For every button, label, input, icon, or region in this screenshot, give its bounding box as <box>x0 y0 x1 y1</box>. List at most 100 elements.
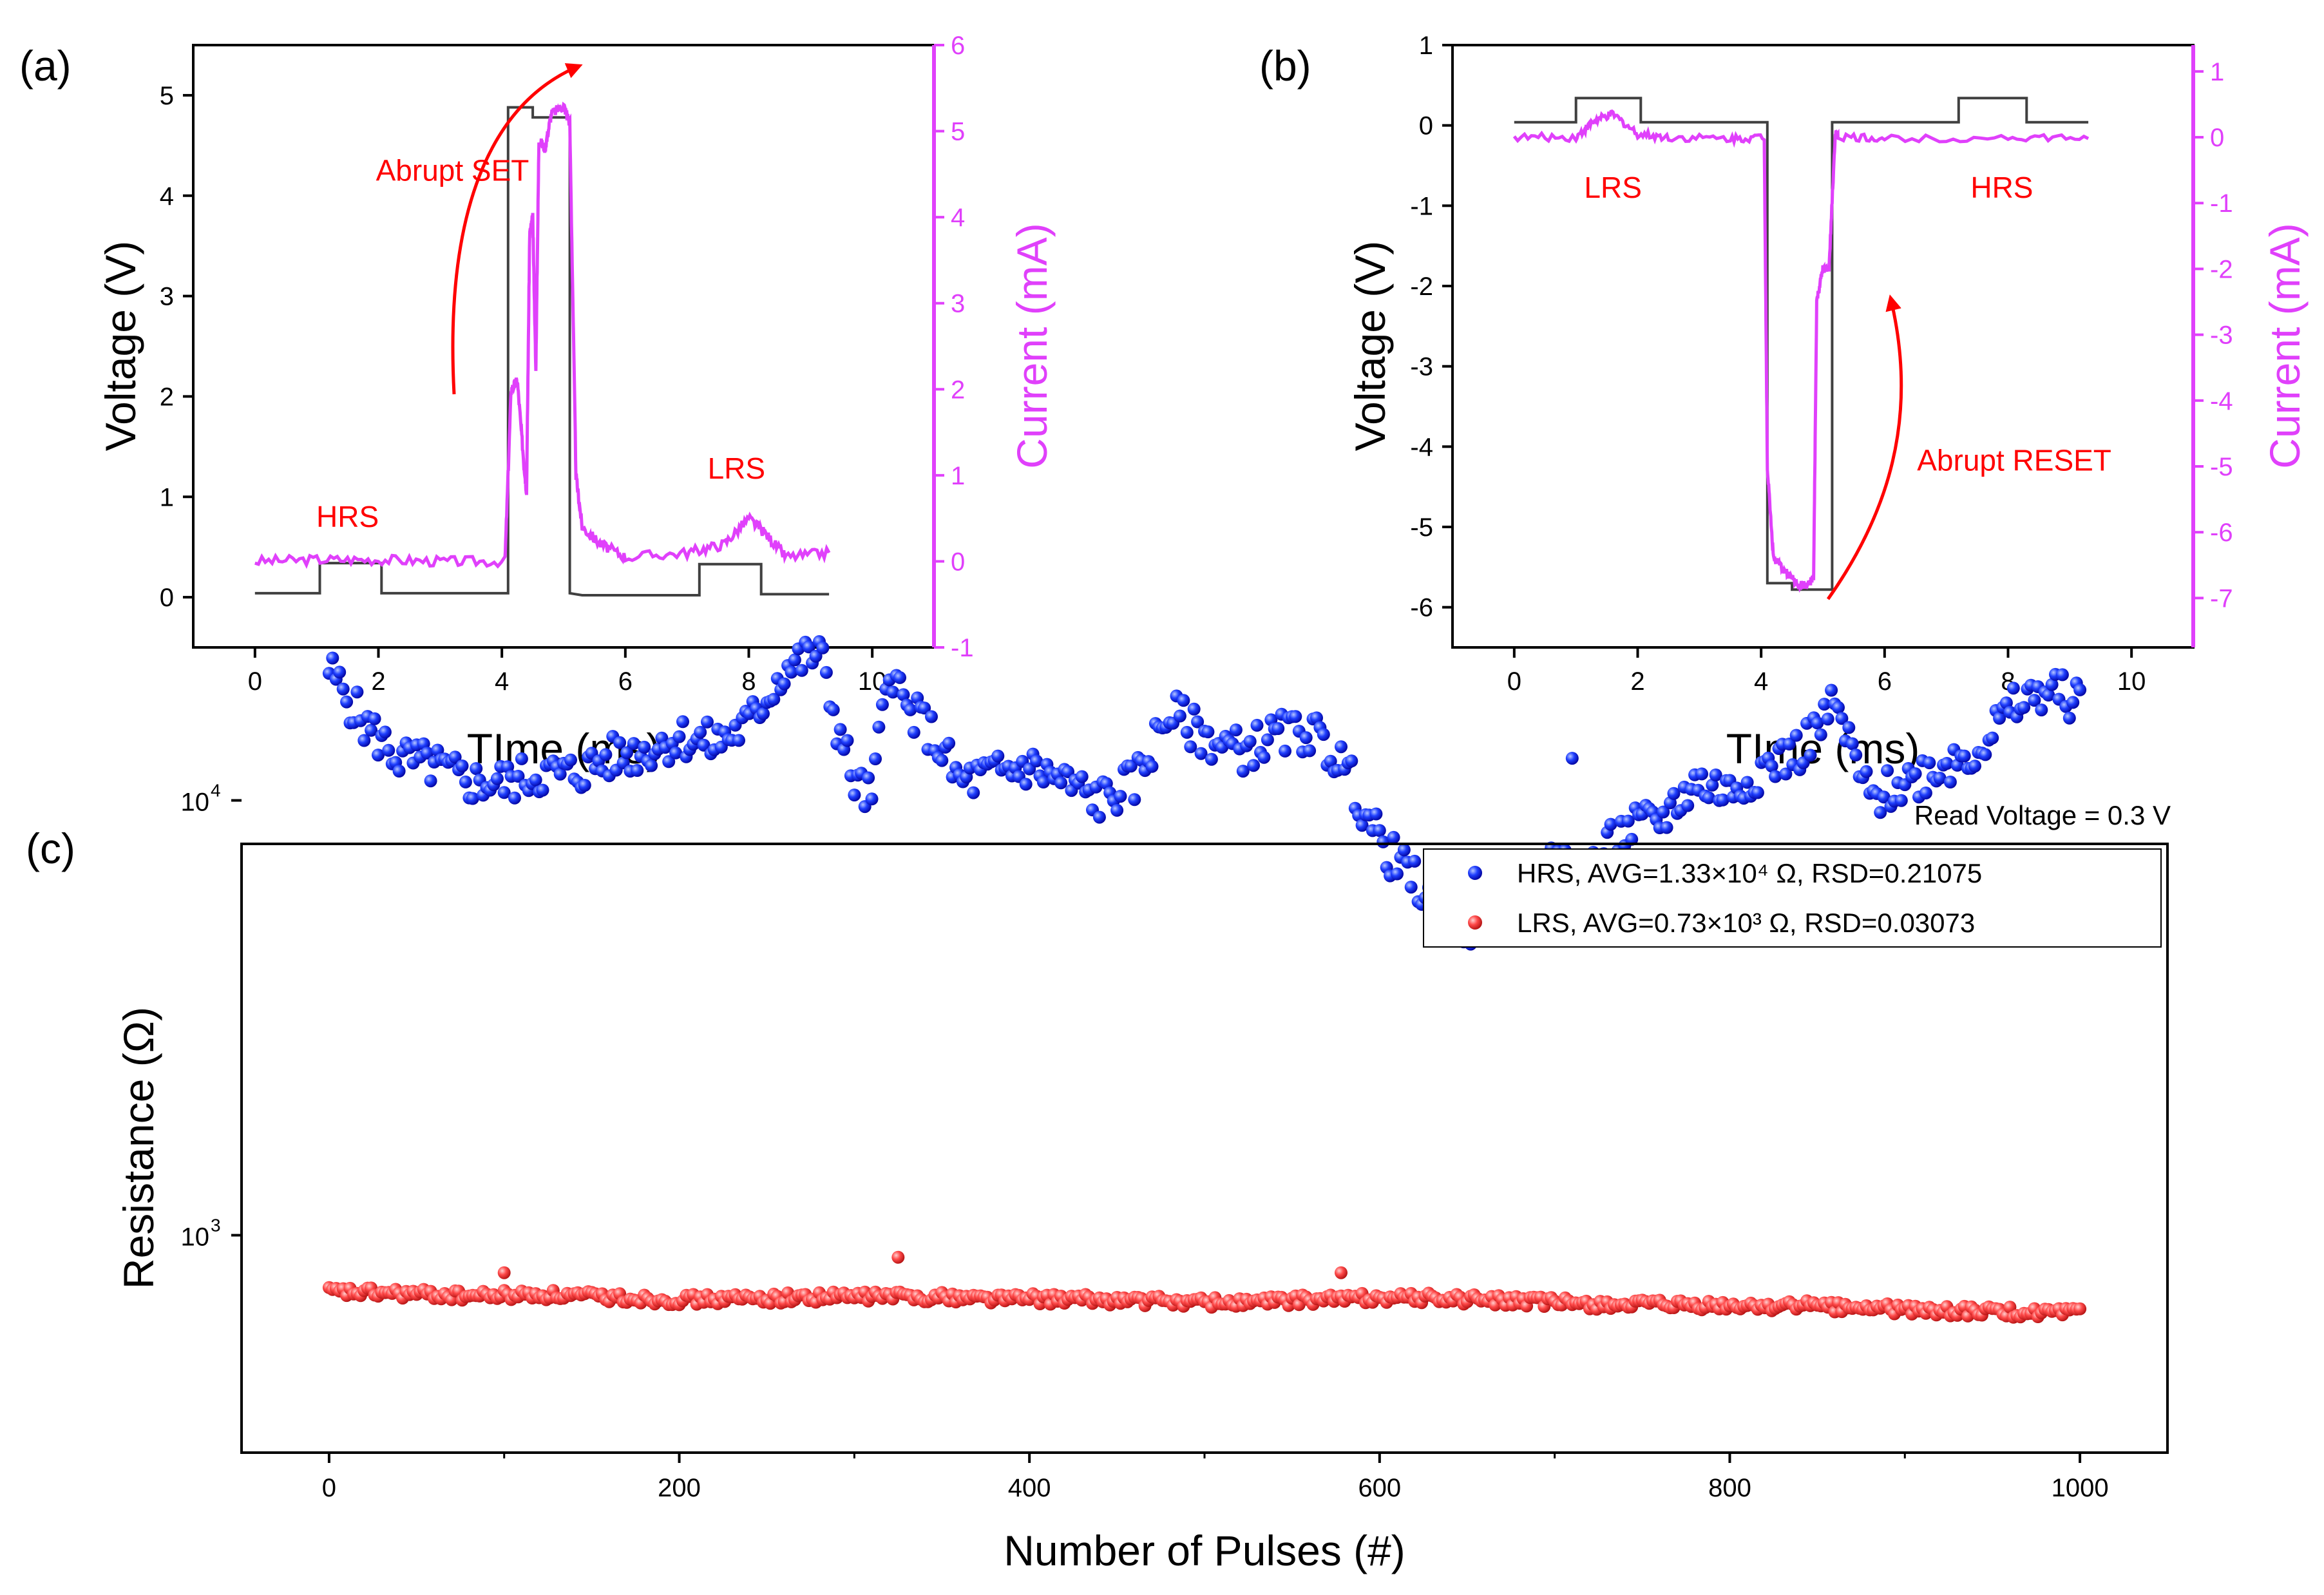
scatter-point <box>336 682 350 696</box>
scatter-point <box>1404 881 1418 894</box>
scatter-point <box>1706 778 1719 792</box>
y-tick-label: 2 <box>160 383 174 411</box>
x-tick-label: 10 <box>2117 667 2146 696</box>
scatter-point <box>1247 759 1261 772</box>
panel-label-c: (c) <box>26 825 75 872</box>
scatter-point <box>1740 776 1754 789</box>
panel-b-y-ticks: 1 0 -1 -2 -3 -4 -5 -6 <box>1410 32 1452 622</box>
scatter-point <box>1832 701 1845 714</box>
scatter-point <box>662 755 676 769</box>
scatter-point <box>1709 769 1722 781</box>
scatter-point <box>1625 832 1639 846</box>
x-tick-label: 6 <box>618 667 633 696</box>
y-tick-label: 0 <box>160 584 174 612</box>
scatter-point <box>1257 750 1271 764</box>
scatter-point <box>1621 814 1635 828</box>
scatter-point <box>1092 810 1106 824</box>
panel-c-points <box>322 635 2087 1324</box>
scatter-point <box>1124 759 1138 773</box>
scatter-point <box>1804 749 1817 762</box>
legend-label-hrs: HRS, AVG=1.33×10⁴ Ω, RSD=0.21075 <box>1517 858 1982 888</box>
scatter-point <box>1303 744 1317 758</box>
scatter-point <box>1317 728 1330 741</box>
scatter-point <box>1881 764 1894 778</box>
scatter-point <box>802 640 815 654</box>
scatter-point <box>1236 765 1250 778</box>
scatter-point <box>1667 787 1681 800</box>
scatter-point <box>767 692 781 706</box>
scatter-point <box>1243 735 1257 748</box>
x-tick-label: 2 <box>1630 667 1644 696</box>
scatter-point <box>448 750 462 764</box>
scatter-point <box>1114 790 1127 803</box>
x-tick-label: 8 <box>741 667 756 696</box>
scatter-point <box>1201 725 1215 739</box>
scatter-point <box>1310 711 1323 725</box>
scatter-point <box>918 702 931 715</box>
scatter-point <box>1821 712 1834 726</box>
scatter-point <box>2062 711 2076 725</box>
scatter-point <box>1751 786 1764 799</box>
scatter-point <box>511 770 525 783</box>
scatter-point <box>1604 817 1617 831</box>
y-tick-label: 1 <box>160 483 174 511</box>
scatter-point <box>470 762 483 776</box>
scatter-point <box>676 715 689 729</box>
scatter-point <box>578 779 591 792</box>
y-tick-label: -6 <box>1410 594 1433 622</box>
scatter-point <box>1957 749 1971 763</box>
y-tick-label: -1 <box>1410 192 1433 220</box>
scatter-point <box>490 772 504 785</box>
scatter-point <box>1180 725 1194 739</box>
scatter-point <box>991 749 1005 763</box>
x-tick-label: 4 <box>495 667 509 696</box>
y-tick-label: -5 <box>1410 513 1433 542</box>
scatter-point <box>1335 740 1348 754</box>
scatter-point <box>1660 821 1673 834</box>
scatter-point <box>1979 748 1992 761</box>
scatter-point <box>925 710 938 723</box>
legend-label-lrs: LRS, AVG=0.73×10³ Ω, RSD=0.03073 <box>1517 908 1975 938</box>
y-tick-exponent: 4 <box>211 781 221 801</box>
y2-tick-label: 6 <box>951 32 965 60</box>
scatter-point <box>2045 678 2059 691</box>
scatter-point <box>833 723 847 736</box>
y-tick-label: -4 <box>1410 433 1433 461</box>
y-tick-label: -2 <box>1410 272 1433 301</box>
scatter-point <box>631 764 644 777</box>
scatter-point <box>893 671 906 684</box>
scatter-point <box>2042 689 2055 702</box>
panel-c-title: Read Voltage = 0.3 V <box>1914 800 2171 830</box>
series-lrs <box>322 1281 2087 1324</box>
legend-marker-lrs <box>1468 915 1482 930</box>
scatter-point <box>732 734 745 747</box>
x-tick-label: 0 <box>322 1474 336 1502</box>
scatter-point <box>620 746 633 759</box>
scatter-point <box>424 774 437 788</box>
y2-tick-label: 1 <box>2210 58 2224 86</box>
scatter-point <box>904 703 917 716</box>
x-tick-label: 6 <box>1878 667 1892 696</box>
scatter-point <box>1191 715 1205 729</box>
y-tick-label: 3 <box>160 283 174 311</box>
scatter-point <box>942 736 956 750</box>
panel-b-annotation-reset: Abrupt RESET <box>1917 444 2111 477</box>
scatter-point <box>1968 759 1981 773</box>
panel-a-y-ticks: 0 1 2 3 4 5 <box>160 82 193 612</box>
scatter-point <box>669 746 683 759</box>
scatter-point <box>967 786 980 799</box>
scatter-point <box>1187 702 1201 716</box>
panel-c-legend-box <box>1423 848 2162 948</box>
scatter-point <box>862 771 875 785</box>
scatter-point <box>1355 819 1369 832</box>
scatter-point <box>1391 867 1404 881</box>
scatter-point <box>357 734 371 747</box>
scatter-point <box>2073 683 2087 696</box>
y-tick-label: 10 <box>181 788 210 817</box>
scatter-point <box>2035 703 2048 717</box>
x-tick-label: 600 <box>1358 1474 1401 1502</box>
scatter-point <box>1811 716 1824 730</box>
scatter-point <box>2017 701 2031 714</box>
